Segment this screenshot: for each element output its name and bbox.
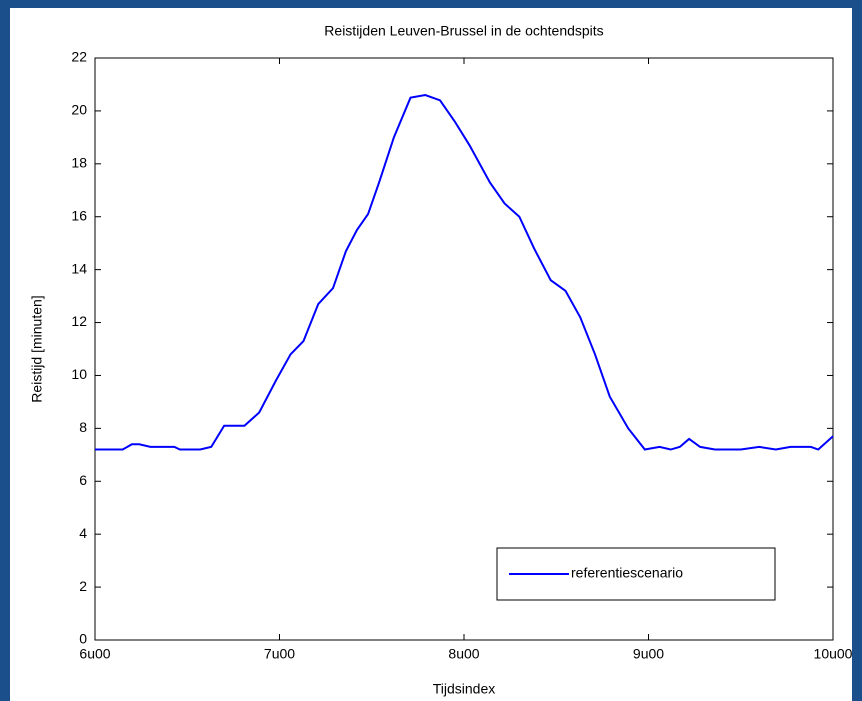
- y-tick-label: 14: [71, 260, 87, 276]
- y-tick-label: 12: [71, 313, 87, 329]
- plot-area: [94, 57, 834, 641]
- y-tick-label: 0: [79, 631, 87, 647]
- x-tick-label: 6u00: [79, 646, 110, 662]
- y-tick-label: 20: [71, 102, 87, 118]
- y-axis-label: Reistijd [minuten]: [29, 295, 45, 402]
- y-tick-label: 22: [71, 49, 87, 65]
- x-tick-label: 8u00: [448, 646, 479, 662]
- x-tick-label: 10u00: [814, 646, 853, 662]
- legend-label: referentiescenario: [571, 565, 683, 581]
- y-tick-label: 4: [79, 525, 87, 541]
- y-tick-label: 2: [79, 578, 87, 594]
- x-tick-label: 7u00: [264, 646, 295, 662]
- y-tick-label: 16: [71, 207, 87, 223]
- x-axis-label: Tijdsindex: [433, 681, 496, 697]
- data-line: [95, 94, 834, 451]
- y-tick-label: 8: [79, 419, 87, 435]
- x-tick-label: 9u00: [633, 646, 664, 662]
- y-tick-label: 6: [79, 472, 87, 488]
- y-tick-label: 10: [71, 366, 87, 382]
- y-tick-label: 18: [71, 155, 87, 171]
- chart-title: Reistijden Leuven-Brussel in de ochtends…: [324, 23, 603, 39]
